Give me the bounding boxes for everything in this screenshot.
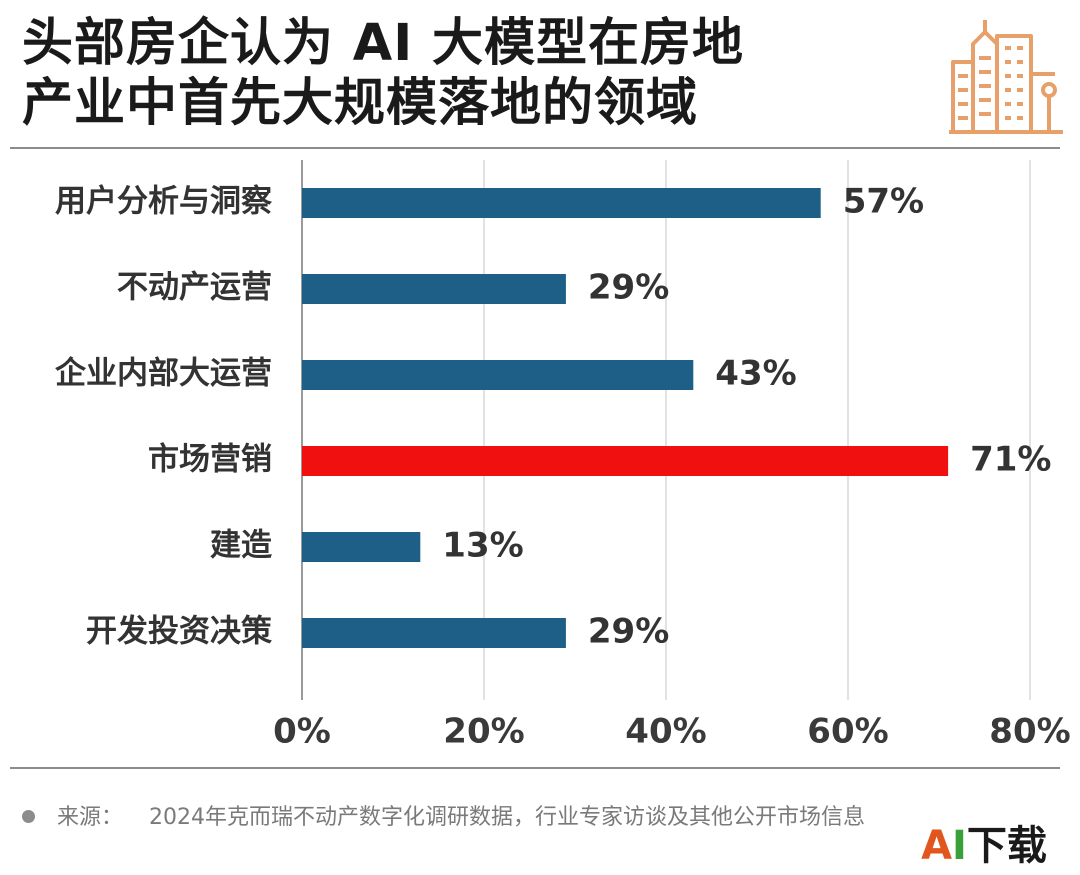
chart-title: 头部房企认为 AI 大模型在房地 产业中首先大规模落地的领域 bbox=[22, 14, 902, 134]
bar bbox=[302, 618, 566, 648]
category-label: 企业内部大运营 bbox=[55, 356, 272, 392]
bar bbox=[302, 446, 949, 476]
top-divider bbox=[10, 147, 1060, 149]
category-label: 用户分析与洞察 bbox=[55, 184, 273, 220]
x-tick-label: 40% bbox=[625, 712, 706, 752]
category-label: 不动产运营 bbox=[117, 270, 272, 306]
value-label: 57% bbox=[843, 182, 924, 222]
value-label: 71% bbox=[970, 440, 1051, 480]
badge-letter-a: A bbox=[921, 823, 953, 869]
x-tick-label: 20% bbox=[443, 712, 524, 752]
bar bbox=[302, 188, 821, 218]
title-line-2: 产业中首先大规模落地的领域 bbox=[22, 74, 699, 133]
source-text: 2024年克而瑞不动产数字化调研数据，行业专家访谈及其他公开市场信息 bbox=[149, 805, 866, 830]
category-label: 开发投资决策 bbox=[86, 614, 272, 650]
ai-download-badge: AI下载 bbox=[898, 820, 1070, 872]
badge-text: 下载 bbox=[966, 823, 1047, 869]
x-tick-label: 80% bbox=[989, 712, 1070, 752]
value-label: 13% bbox=[442, 526, 523, 566]
city-buildings-icon bbox=[949, 20, 1063, 134]
source-label: 来源： bbox=[57, 805, 124, 830]
bar bbox=[302, 274, 566, 304]
bar bbox=[302, 360, 694, 390]
bar bbox=[302, 532, 421, 562]
x-tick-label: 0% bbox=[273, 712, 331, 752]
title-line-1: 头部房企认为 AI 大模型在房地 bbox=[22, 14, 744, 73]
value-label: 29% bbox=[588, 268, 669, 308]
bottom-divider bbox=[10, 767, 1060, 769]
category-label: 建造 bbox=[210, 528, 272, 564]
badge-letter-i: I bbox=[952, 823, 967, 869]
bullet-icon bbox=[22, 809, 35, 823]
category-label: 市场营销 bbox=[148, 442, 272, 478]
bar-chart: 0% 20% 40% 60% 80% 用户分析与洞察 57% 不动产运营 29% 企业内部大运营 4… bbox=[55, 160, 1071, 752]
x-tick-label: 60% bbox=[807, 712, 888, 752]
value-label: 43% bbox=[715, 354, 796, 394]
source-note: 来源： 2024年克而瑞不动产数字化调研数据，行业专家访谈及其他公开市场信息 bbox=[22, 798, 1062, 838]
value-label: 29% bbox=[588, 612, 669, 652]
